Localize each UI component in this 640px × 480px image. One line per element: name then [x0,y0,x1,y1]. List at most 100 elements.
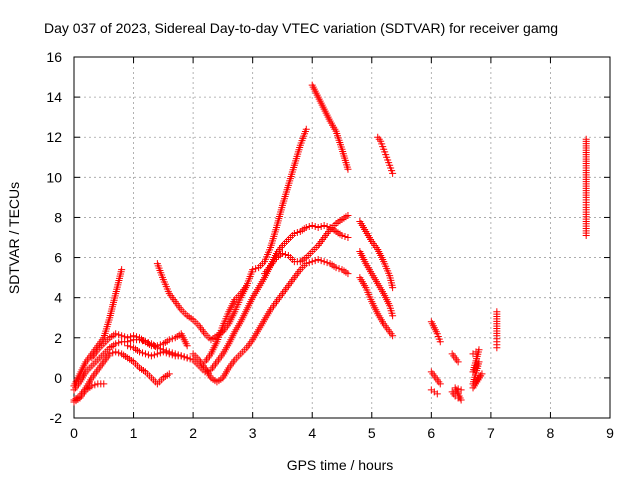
data-point [124,342,132,350]
data-point [100,380,108,388]
data-point [165,350,173,358]
x-tick-label: 9 [606,425,614,441]
x-tick-label: 8 [547,425,555,441]
data-point [133,333,141,341]
data-series [124,342,191,362]
data-point [311,257,319,265]
data-point [320,221,328,229]
data-point [302,260,310,268]
data-point [156,341,164,349]
x-tick-label: 0 [70,425,78,441]
data-point [124,334,132,342]
data-point [106,350,114,358]
data-point [320,258,328,266]
data-point [162,349,170,357]
x-tick-label: 7 [487,425,495,441]
y-axis-label: SDTVAR / TECUs [6,182,22,294]
data-series [374,133,397,177]
data-series [582,135,590,239]
data-point [159,348,167,356]
data-series [448,384,465,404]
data-series [469,346,486,392]
x-tick-label: 5 [368,425,376,441]
data-series [88,330,191,362]
data-series [261,211,352,278]
data-points [70,81,590,406]
data-point [323,222,331,230]
data-series [448,350,462,366]
y-tick-label: 10 [46,169,62,185]
data-series [493,308,501,352]
y-tick-label: 2 [54,330,62,346]
data-point [341,232,349,240]
x-tick-label: 4 [308,425,316,441]
data-point [493,344,501,352]
data-point [121,333,129,341]
data-point [127,343,135,351]
x-tick-label: 3 [249,425,257,441]
data-point [454,358,462,366]
data-point [389,312,397,320]
chart-title: Day 037 of 2023, Sidereal Day-to-day VTE… [44,20,558,36]
data-point [344,211,352,219]
data-point [186,355,194,363]
data-point [344,234,352,241]
data-series [356,217,397,292]
y-tick-labels: -2 0 2 4 6 8 10 12 14 16 [46,49,62,426]
data-point [153,350,161,358]
data-point [109,349,117,357]
data-series [356,248,397,320]
data-point [183,354,191,362]
data-point [115,339,123,347]
data-point [305,259,313,267]
data-series [189,256,352,386]
data-series [201,125,310,366]
data-point [112,340,120,348]
data-point [168,351,176,359]
data-point [130,332,138,340]
y-tick-label: -2 [50,410,63,426]
data-point [311,222,319,230]
data-point [177,352,185,360]
data-point [118,332,126,340]
data-point [317,222,325,230]
data-point [293,228,301,236]
data-point [308,221,316,229]
data-point [308,258,316,266]
data-point [389,332,397,340]
data-point [436,380,444,388]
data-point [147,352,155,360]
data-series [427,386,441,398]
y-tick-label: 4 [54,290,62,306]
y-tick-label: 16 [46,49,62,65]
data-point [112,348,120,356]
data-series [427,368,444,388]
y-tick-label: 6 [54,250,62,266]
data-point [302,223,310,231]
data-point [136,348,144,356]
data-point [115,349,123,357]
data-point [454,385,462,393]
data-point [165,336,173,344]
data-point [138,349,146,357]
data-series [427,318,444,346]
data-point [252,265,260,273]
data-point [344,270,352,278]
data-point [451,384,459,392]
data-point [183,342,191,350]
plot-frame [73,56,611,419]
data-point [305,222,313,230]
data-point [433,390,441,398]
x-tick-label: 6 [427,425,435,441]
data-series [356,274,397,340]
data-point [290,229,298,237]
data-point [180,353,188,361]
data-point [314,256,322,264]
data-point [344,165,352,173]
data-point [144,351,152,359]
data-point [249,266,257,274]
x-axis-label: GPS time / hours [287,457,394,473]
data-point [278,250,286,258]
data-point [457,386,465,394]
data-point [314,223,322,231]
